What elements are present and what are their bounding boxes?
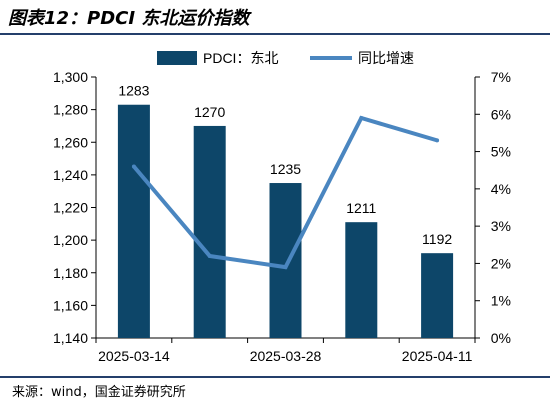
bottom-rule xyxy=(0,376,550,378)
growth-line-series xyxy=(131,115,440,270)
bar-value-label: 1235 xyxy=(270,161,301,177)
legend: PDCI：东北 同比增速 xyxy=(157,50,414,66)
y-left-tick-label: 1,260 xyxy=(53,134,88,150)
y-left-tick-label: 1,300 xyxy=(53,69,88,85)
bar xyxy=(421,253,454,338)
bar-value-label: 1270 xyxy=(194,104,225,120)
bar xyxy=(117,104,150,338)
y-right-tick-label: 5% xyxy=(491,144,511,160)
y-left-tick-label: 1,140 xyxy=(53,330,88,346)
legend-bar-label: PDCI：东北 xyxy=(203,50,278,66)
growth-point xyxy=(359,116,364,121)
bars: 1283 1270 1235 1211 1192 xyxy=(117,83,454,338)
bar xyxy=(345,222,378,338)
x-tick-label: 2025-03-14 xyxy=(98,348,170,364)
y-left-tick-label: 1,160 xyxy=(53,297,88,313)
y-right-tick-label: 4% xyxy=(491,181,511,197)
axes: 1,140 1,160 1,180 1,200 1,220 1,240 1,260 1,280… xyxy=(53,69,511,364)
growth-point xyxy=(435,138,440,143)
y-left-tick-label: 1,220 xyxy=(53,200,88,216)
bar-value-label: 1283 xyxy=(118,83,149,99)
y-left-tick-label: 1,180 xyxy=(53,265,88,281)
top-rule xyxy=(0,33,550,35)
growth-point xyxy=(131,164,136,169)
chart-title: 图表12：PDCI 东北运价指数 xyxy=(8,8,250,29)
bar-value-label: 1192 xyxy=(422,231,452,247)
growth-point xyxy=(283,265,288,270)
y-right-tick-label: 6% xyxy=(491,106,511,122)
bar xyxy=(193,125,226,338)
bar-value-label: 1211 xyxy=(346,200,376,216)
chart: PDCI：东北 同比增速 1,1401,1601,1801,2001,2201,… xyxy=(53,50,511,364)
x-tick-label: 2025-04-11 xyxy=(402,348,473,364)
y-right-tick-label: 0% xyxy=(491,330,511,346)
legend-bar-swatch xyxy=(157,51,197,65)
y-left-tick-label: 1,240 xyxy=(53,167,88,183)
y-right-tick-label: 7% xyxy=(491,69,511,85)
y-left-tick-label: 1,280 xyxy=(53,102,88,118)
legend-line-label: 同比增速 xyxy=(358,50,414,66)
growth-point xyxy=(207,253,212,258)
x-tick-label: 2025-03-28 xyxy=(250,348,322,364)
y-right-tick-label: 2% xyxy=(491,255,511,271)
bar xyxy=(269,183,302,338)
y-right-tick-label: 3% xyxy=(491,218,511,234)
y-right-tick-label: 1% xyxy=(491,293,511,309)
source-note: 来源：wind，国金证券研究所 xyxy=(12,385,186,400)
y-left-tick-label: 1,200 xyxy=(53,232,88,248)
